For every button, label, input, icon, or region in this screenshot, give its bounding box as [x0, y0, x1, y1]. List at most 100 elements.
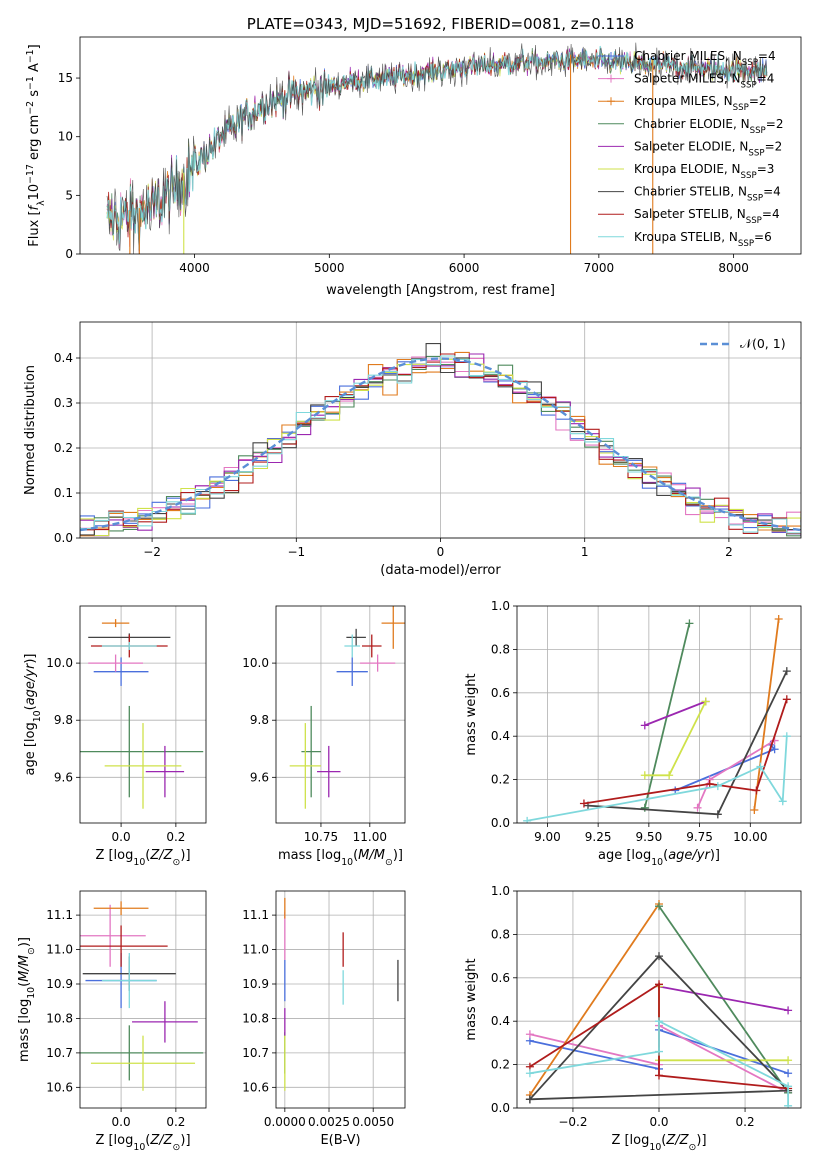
y-tick-label: 0.1 — [54, 486, 73, 500]
y-tick-label: 0.6 — [491, 686, 510, 700]
massweight-marker-chabrier_stelib — [525, 1095, 534, 1104]
massweight-marker-salpeter_elodie — [784, 1006, 793, 1015]
massweight-line-salpeter_stelib — [583, 699, 788, 805]
plot-area — [289, 606, 405, 809]
x-axis-label: Z [log10(Z/Z⊙)] — [95, 1133, 190, 1153]
massweight-marker-salpeter_stelib — [655, 1071, 663, 1080]
y-tick-label: 0.2 — [54, 441, 73, 455]
x-tick-label: 9.75 — [686, 830, 713, 844]
massweight-marker-kroupa_elodie — [665, 771, 674, 780]
y-tick-label: 0 — [65, 247, 73, 261]
axes-frame — [516, 605, 802, 824]
massweight-marker-salpeter_elodie — [640, 721, 649, 730]
x-tick-label: 0.0000 — [264, 1115, 306, 1129]
x-tick-label: 10.75 — [304, 830, 338, 844]
massweight-line-salpeter_miles — [696, 739, 776, 809]
histogram-kroupa_stelib — [80, 355, 801, 534]
massweight-line-chabrier_stelib — [529, 954, 791, 1101]
y-tick-label: 0.3 — [54, 396, 73, 410]
y-tick-label: 0.8 — [491, 927, 510, 941]
massweight-marker-salpeter_stelib — [579, 799, 588, 808]
legend-label: Chabrier MILES, NSSP=4 — [634, 49, 776, 68]
massweight-marker-salpeter_miles — [525, 1030, 534, 1039]
x-axis-label: E(B-V) — [320, 1133, 360, 1148]
panel-age_vs_mass: 10.75 11.00 9.6 9.8 10.0 mass [log10(M/M⊙)] — [242, 605, 406, 868]
massweight-marker-salpeter_stelib — [782, 695, 791, 704]
panel-mass_vs_ebv: 0.0000 0.0025 0.0050 10.6 10.7 10.8 10.9 11.0 11… — [242, 890, 406, 1148]
legend-label: Chabrier ELODIE, NSSP=2 — [634, 117, 783, 136]
massweight-marker-kroupa_elodie — [640, 771, 649, 780]
spectrum-line-chabrier_stelib — [106, 42, 768, 254]
massweight-marker-salpeter_stelib — [705, 779, 714, 788]
plot-area — [284, 897, 399, 1091]
axes-frame — [79, 36, 802, 255]
axes-frame — [516, 890, 802, 1109]
massweight-line-kroupa_miles — [529, 903, 660, 1096]
massweight-marker-kroupa_stelib — [523, 816, 532, 823]
massweight-marker-kroupa_stelib — [655, 1047, 663, 1056]
x-tick-label: −1 — [287, 545, 305, 559]
legend-label: 𝒩(0, 1) — [740, 336, 786, 351]
x-axis-label: mass [log10(M/M⊙)] — [278, 848, 403, 868]
panel-massweight_vs_age: 9.00 9.25 9.50 9.75 10.00 0.0 0.2 0.4 0.6 0.8 1.0 a… — [464, 599, 802, 868]
massweight-marker-chabrier_miles — [770, 745, 779, 754]
y-axis-label: Normed distribution — [23, 365, 38, 495]
x-tick-label: −2 — [143, 545, 161, 559]
y-tick-label: 10.9 — [46, 977, 73, 991]
x-tick-label: 0.0050 — [352, 1115, 394, 1129]
massweight-line-salpeter_elodie — [644, 700, 707, 727]
x-tick-label: 0.0 — [112, 1115, 131, 1129]
axes-frame — [79, 321, 802, 539]
legend-label: Salpeter STELIB, NSSP=4 — [634, 207, 780, 226]
y-tick-label: 10.7 — [242, 1046, 269, 1060]
y-tick-label: 0.0 — [491, 816, 510, 830]
axes-frame — [275, 890, 406, 1109]
y-tick-label: 10.6 — [242, 1080, 269, 1094]
massweight-marker-kroupa_stelib — [525, 1069, 534, 1078]
y-tick-label: 9.8 — [250, 713, 269, 727]
axes-frame — [79, 890, 207, 1109]
legend-label: Kroupa ELODIE, NSSP=3 — [634, 162, 774, 181]
y-tick-label: 11.0 — [46, 943, 73, 957]
x-axis-label: (data-model)/error — [380, 563, 501, 578]
y-tick-label: 1.0 — [491, 884, 510, 898]
x-tick-label: 7000 — [584, 261, 615, 275]
massweight-marker-kroupa_stelib — [784, 1082, 793, 1091]
x-tick-label: 9.50 — [635, 830, 662, 844]
massweight-marker-salpeter_miles — [693, 803, 702, 812]
y-tick-label: 0.0 — [491, 1101, 510, 1115]
massweight-marker-kroupa_stelib — [784, 1101, 793, 1108]
y-tick-label: 9.6 — [54, 770, 73, 784]
massweight-line-chabrier_elodie — [658, 905, 789, 1094]
y-tick-label: 0.2 — [491, 773, 510, 787]
y-tick-label: 10.0 — [242, 656, 269, 670]
legend-marker — [607, 74, 615, 83]
massweight-marker-kroupa_elodie — [701, 697, 710, 706]
axes-frame — [275, 605, 406, 824]
x-axis-label: age [log10(age/yr)] — [598, 848, 720, 868]
plot-area — [80, 343, 801, 537]
massweight-marker-kroupa_stelib — [713, 782, 722, 791]
x-tick-label: 0.0 — [112, 830, 131, 844]
y-tick-label: 1.0 — [491, 599, 510, 613]
gaussian-curve — [80, 357, 801, 532]
y-axis-label: mass weight — [464, 673, 479, 755]
y-tick-label: 9.8 — [54, 713, 73, 727]
y-tick-label: 10 — [58, 130, 73, 144]
plot-area — [80, 901, 204, 1091]
massweight-line-salpeter_elodie — [658, 985, 789, 1012]
massweight-marker-kroupa_stelib — [778, 797, 787, 806]
massweight-marker-kroupa_stelib — [782, 732, 791, 741]
x-tick-label: 0.2 — [166, 1115, 185, 1129]
x-tick-label: 0.2 — [166, 830, 185, 844]
panel-spectrum: 4000 5000 6000 7000 8000 0 5 10 15 PLATE=0343, MJ… — [25, 15, 802, 298]
y-tick-label: 10.0 — [46, 656, 73, 670]
massweight-marker-chabrier_elodie — [640, 803, 649, 812]
x-tick-label: 5000 — [314, 261, 345, 275]
x-tick-label: 0.0 — [649, 1115, 668, 1129]
y-axis-label: mass weight — [464, 958, 479, 1040]
plot-area — [106, 42, 768, 254]
massweight-marker-chabrier_miles — [784, 1069, 793, 1078]
x-tick-label: −0.2 — [558, 1115, 587, 1129]
y-axis-label: mass [log10(M/M⊙)] — [17, 937, 37, 1062]
